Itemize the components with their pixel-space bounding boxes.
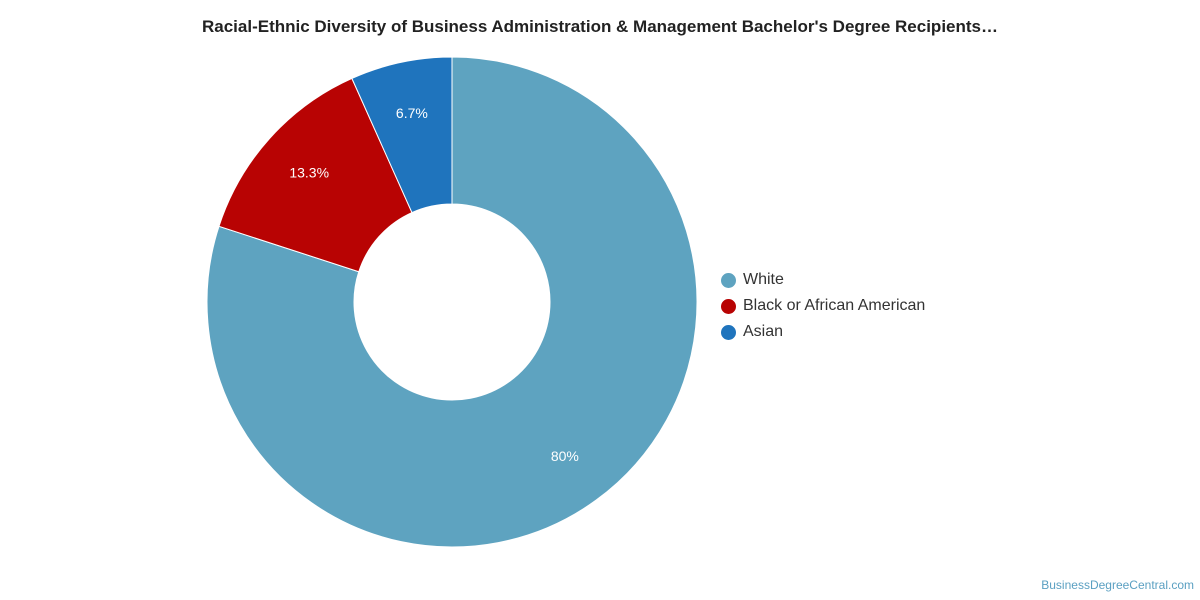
slice-label-black-or-african-american: 13.3% xyxy=(289,164,329,180)
legend-swatch-icon xyxy=(721,272,736,288)
slice-asian[interactable] xyxy=(351,56,453,214)
legend-label: Asian xyxy=(743,323,784,340)
legend-item-black-or-african-american[interactable]: Black or African American xyxy=(721,293,925,319)
slice-label-white: 80% xyxy=(551,448,579,464)
legend-swatch-icon xyxy=(721,324,736,340)
slice-white[interactable] xyxy=(206,56,698,548)
legend-label: Black or African American xyxy=(743,297,926,314)
legend-label: White xyxy=(743,271,784,288)
watermark: BusinessDegreeCentral.com xyxy=(1041,578,1194,592)
slice-label-asian: 6.7% xyxy=(396,105,428,121)
chart-legend: White Black or African American Asian xyxy=(721,267,925,345)
slice-black-or-african-american[interactable] xyxy=(218,77,413,273)
legend-item-white[interactable]: White xyxy=(721,267,925,293)
legend-swatch-icon xyxy=(721,298,736,314)
chart-title: Racial-Ethnic Diversity of Business Admi… xyxy=(201,17,998,36)
legend-item-asian[interactable]: Asian xyxy=(721,319,925,345)
